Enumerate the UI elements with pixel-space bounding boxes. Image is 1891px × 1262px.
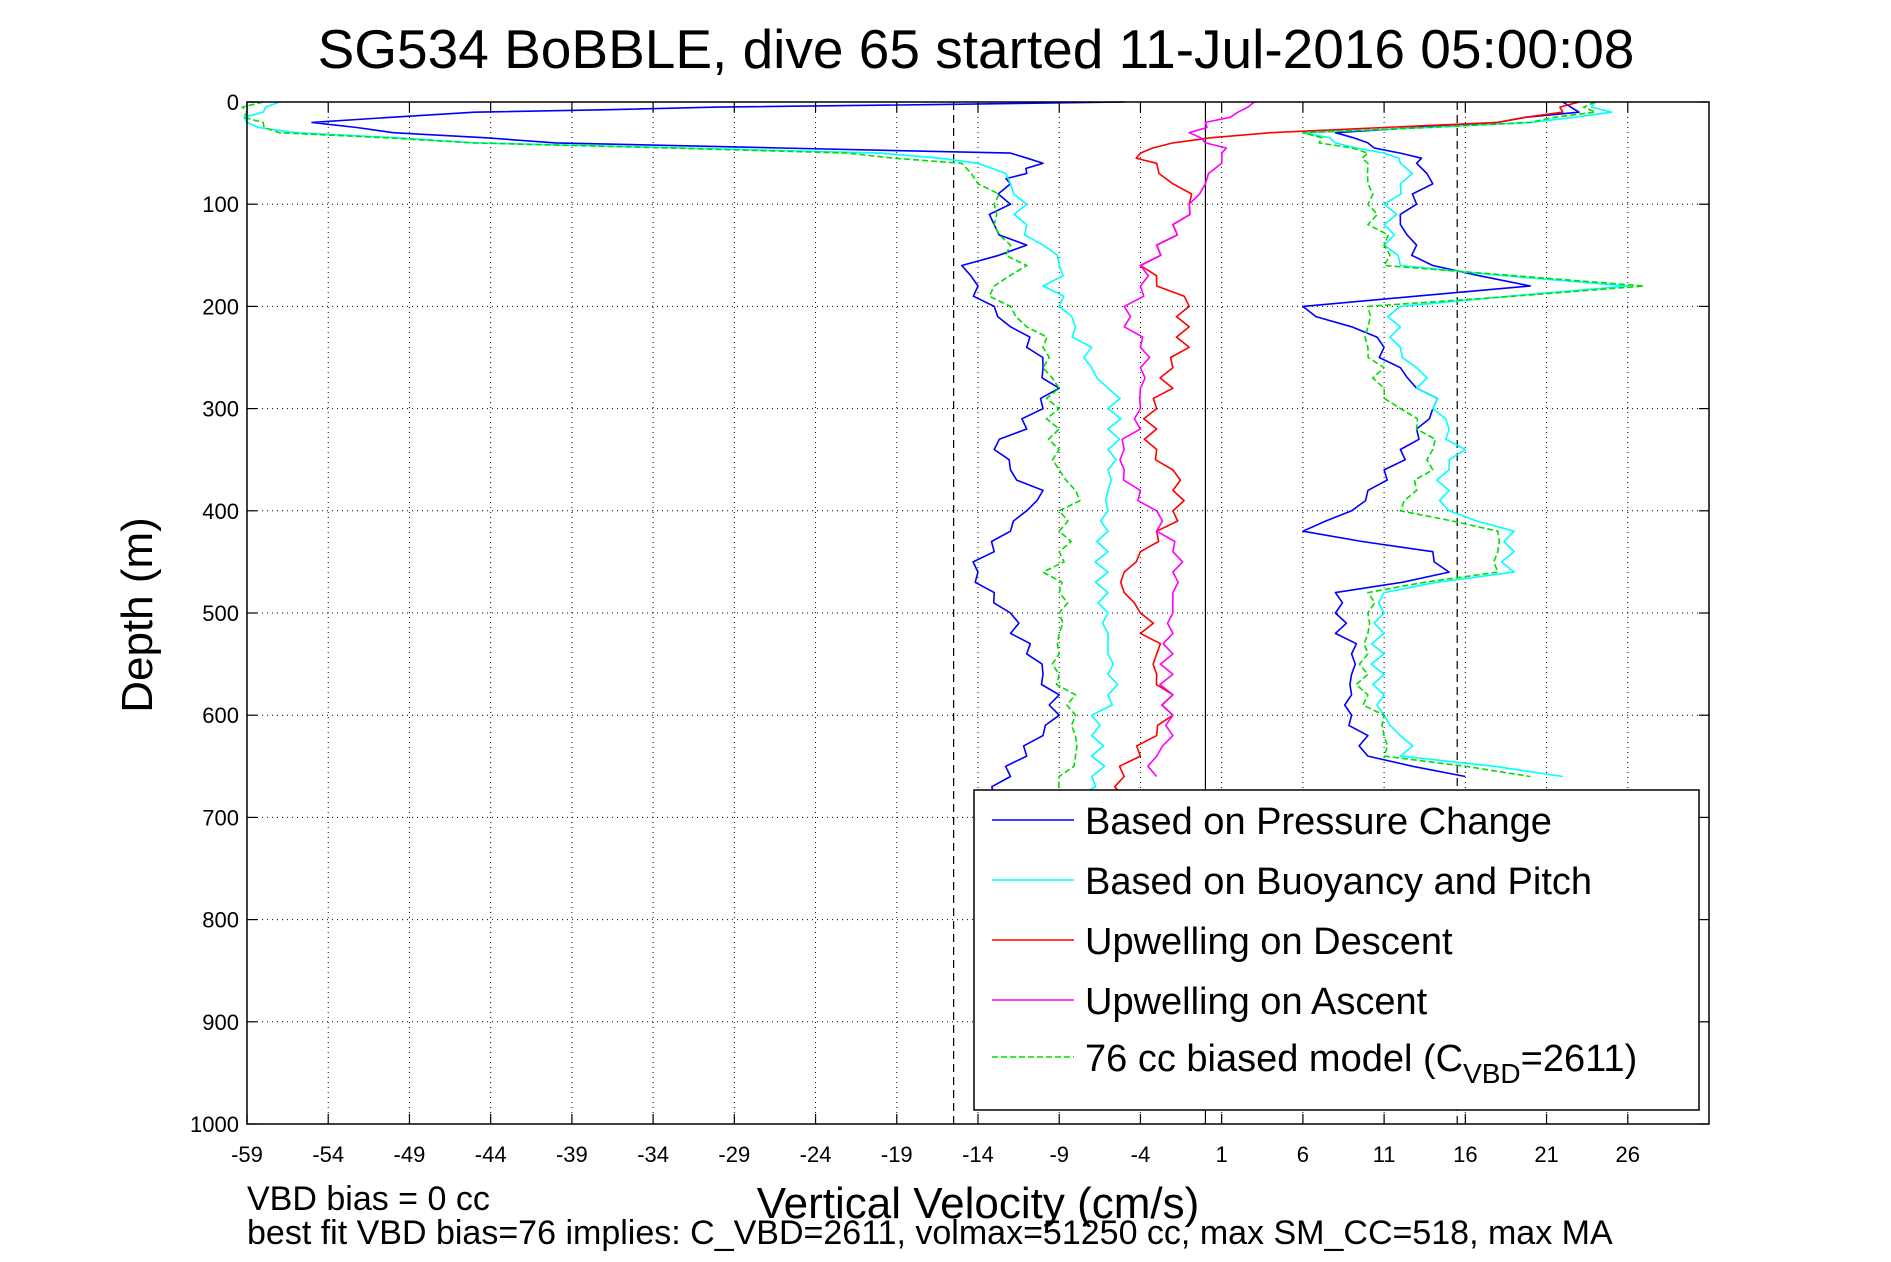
x-tick-label: -14 [962,1142,994,1167]
legend-label-text: Upwelling on Ascent [1085,981,1428,1023]
y-tick-label: 0 [227,90,239,115]
x-tick-label: -49 [394,1142,426,1167]
series-line [1113,101,1580,798]
legend-label: 76 cc biased model (CVBD=2611) [1085,1038,1637,1089]
annotation-vbd-bias: VBD bias = 0 cc [247,1180,490,1218]
legend-label: Based on Pressure Change [1085,801,1552,843]
x-tick-label: -34 [637,1142,669,1167]
x-tick-label: -44 [475,1142,507,1167]
y-tick-label: 400 [202,499,239,524]
series-line [311,101,1125,798]
y-axis-label: Depth (m) [113,517,162,713]
x-tick-label: -9 [1049,1142,1069,1167]
legend-label: Upwelling on Descent [1085,921,1453,963]
x-tick-label: 6 [1297,1142,1309,1167]
x-tick-label: -59 [231,1142,263,1167]
series-line [1302,101,1629,778]
x-tick-label: -39 [556,1142,588,1167]
y-tick-label: 300 [202,397,239,422]
legend-label-text: 76 cc biased model (C [1085,1038,1463,1080]
y-tick-label: 200 [202,294,239,319]
series-line [1119,101,1255,778]
legend-label-subscript: VBD [1463,1058,1521,1089]
x-tick-label: 16 [1453,1142,1477,1167]
series-line [241,101,1081,798]
x-axis-label: Vertical Velocity (cm/s) [757,1179,1200,1228]
legend-label-text: Based on Buoyancy and Pitch [1085,861,1592,903]
x-tick-label: 26 [1616,1142,1640,1167]
series-layer [241,101,1645,798]
legend-label-suffix: =2611) [1521,1038,1638,1080]
series-line [1302,101,1645,778]
x-tick-label: -24 [800,1142,832,1167]
y-tick-label: 100 [202,192,239,217]
annotation-best-fit: best fit VBD bias=76 implies: C_VBD=2611… [247,1214,1613,1252]
x-tick-label: 11 [1373,1142,1396,1167]
legend-box [973,789,1700,1111]
x-tick-label: -29 [718,1142,750,1167]
legend-label: Based on Buoyancy and Pitch [1085,861,1592,903]
series-line [243,101,1122,798]
y-tick-label: 1000 [190,1112,239,1137]
legend-label: Upwelling on Ascent [1085,981,1428,1023]
y-tick-label: 700 [202,805,239,830]
legend-label-text: Upwelling on Descent [1085,921,1453,963]
y-tick-label: 500 [202,601,239,626]
x-tick-label: -54 [312,1142,344,1167]
x-tick-label: -19 [881,1142,913,1167]
y-tick-label: 900 [202,1010,239,1035]
chart-title: SG534 BoBBLE, dive 65 started 11-Jul-201… [318,18,1635,80]
x-tick-label: -4 [1131,1142,1151,1167]
ticks: -59 -54 -49 -44 -39 -34 -29 -24 -19 -14 -9 -4 1 6 11 16… [190,90,1709,1167]
legend: Based on Pressure Change Based on Buoyanc… [973,789,1700,1111]
x-tick-label: 21 [1534,1142,1558,1167]
x-tick-label: 1 [1216,1142,1228,1167]
y-tick-label: 800 [202,908,239,933]
y-tick-label: 600 [202,703,239,728]
legend-label-text: Based on Pressure Change [1085,801,1552,843]
